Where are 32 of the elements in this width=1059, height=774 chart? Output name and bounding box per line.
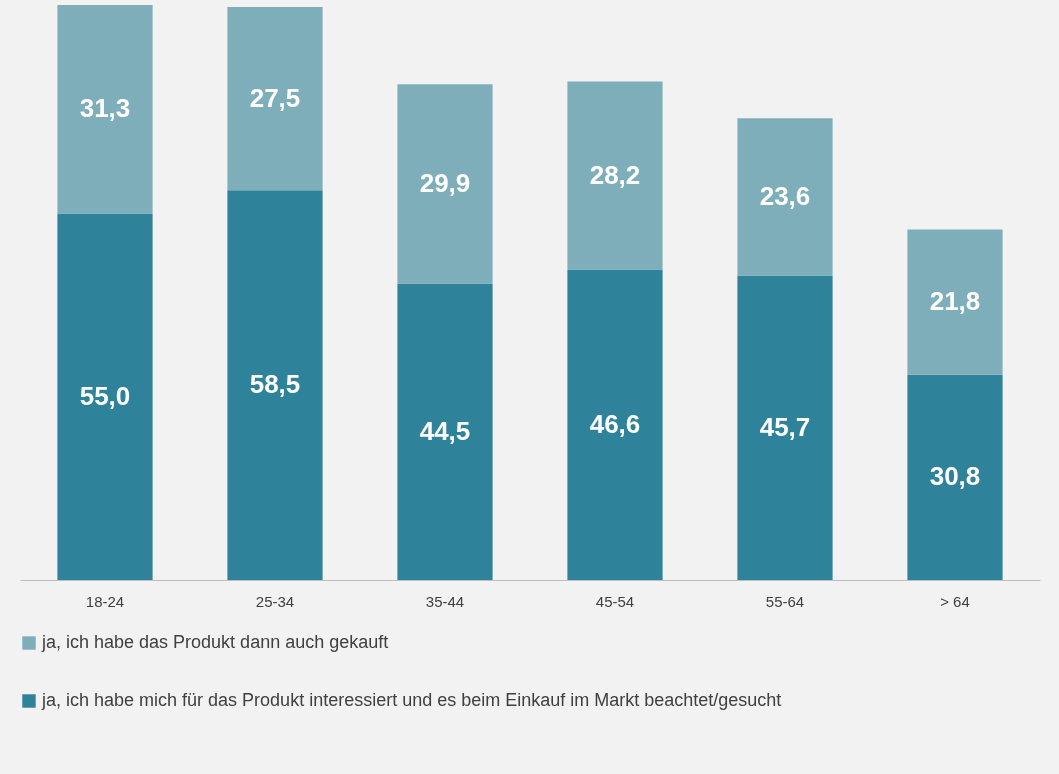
bar	[907, 229, 1003, 375]
bar	[397, 283, 493, 580]
bar	[57, 5, 153, 214]
data-label: 23,6	[759, 180, 811, 211]
bar	[907, 374, 1003, 580]
data-label: 28,2	[589, 159, 641, 190]
legend-label: ja, ich habe mich für das Produkt interessiert und es beim Einkauf im Markt beachtet/gesucht	[41, 690, 782, 710]
x-tick-label: 25-34	[255, 592, 295, 610]
x-tick-label: 45-54	[595, 592, 635, 610]
data-label: 31,3	[79, 93, 131, 124]
data-label: 46,6	[589, 408, 641, 439]
x-tick-label: 55-64	[765, 592, 805, 610]
bar	[397, 84, 493, 284]
data-label: 21,8	[929, 286, 981, 317]
data-label: 45,7	[759, 411, 811, 442]
bar	[737, 275, 833, 580]
data-label: 29,9	[419, 167, 471, 198]
x-tick-label: 35-44	[425, 592, 465, 610]
x-tick-label: > 64	[940, 592, 970, 610]
data-label: 55,0	[79, 380, 131, 411]
data-label: 30,8	[929, 461, 981, 492]
bar	[737, 118, 833, 276]
data-label: 58,5	[249, 369, 301, 400]
bar	[227, 190, 323, 580]
legend-label: ja, ich habe das Produkt dann auch gekauft	[41, 632, 389, 652]
bar	[567, 81, 663, 270]
bar	[227, 7, 323, 191]
bar	[57, 213, 153, 580]
data-label: 44,5	[419, 415, 471, 446]
bar	[567, 269, 663, 580]
data-label: 27,5	[249, 82, 301, 113]
x-tick-label: 18-24	[85, 592, 125, 610]
